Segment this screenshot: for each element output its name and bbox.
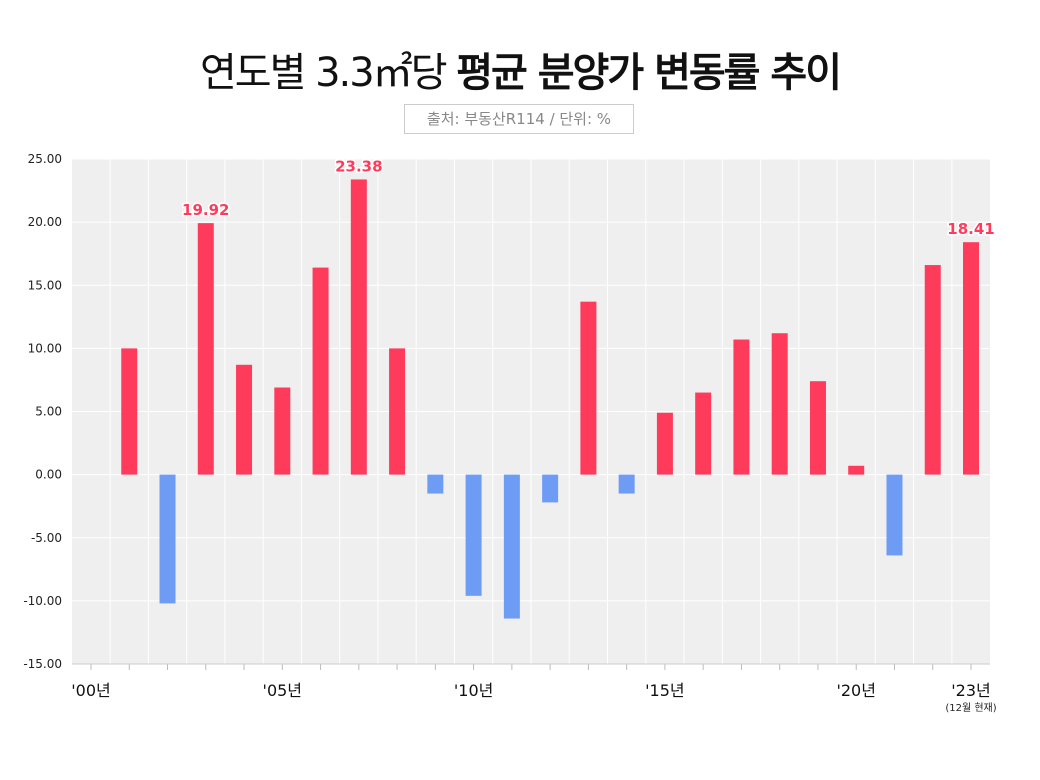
y-tick-label: 20.00 <box>28 215 62 229</box>
data-label: 23.38 <box>335 157 382 175</box>
bar-2021 <box>886 474 903 556</box>
bar-2001 <box>121 348 138 475</box>
x-tick-label: '05년 <box>263 681 302 700</box>
x-tick-label: '15년 <box>645 681 684 700</box>
bar-2005 <box>274 387 291 475</box>
x-tick-label: '20년 <box>836 681 875 700</box>
bar-2010 <box>465 474 482 596</box>
source-box: 출처: 부동산R114 / 단위: % <box>404 104 634 134</box>
bar-2008 <box>389 348 406 475</box>
bar-2012 <box>542 474 559 503</box>
bar-2016 <box>695 392 712 475</box>
title-regular: 연도별 3.3㎡당 <box>199 50 448 96</box>
y-tick-label: -10.00 <box>23 594 62 608</box>
y-tick-label: 25.00 <box>28 152 62 166</box>
bar-2011 <box>503 474 520 619</box>
title-bold: 평균 분양가 변동률 추이 <box>456 50 842 96</box>
bar-2020 <box>848 465 865 475</box>
bar-2022 <box>924 265 941 475</box>
y-tick-label: -15.00 <box>23 657 62 671</box>
bar-2003 <box>197 223 214 475</box>
data-label: 18.41 <box>947 220 994 238</box>
bar-2009 <box>427 474 444 494</box>
bar-2018 <box>771 333 788 475</box>
bar-2019 <box>809 381 826 475</box>
y-tick-label: 10.00 <box>28 341 62 355</box>
x-tick-label: '00년 <box>71 681 110 700</box>
x-note: (12월 현재) <box>945 702 996 714</box>
bar-2007 <box>350 179 367 475</box>
x-tick-label: '23년 <box>951 681 990 700</box>
y-tick-label: 0.00 <box>35 468 62 482</box>
y-tick-label: -5.00 <box>31 531 62 545</box>
bar-2013 <box>580 301 597 475</box>
bar-2023 <box>963 242 979 475</box>
bar-2002 <box>159 474 176 604</box>
y-tick-label: 5.00 <box>35 405 62 419</box>
data-label: 19.92 <box>182 201 229 219</box>
bar-2006 <box>312 267 329 475</box>
bar-2014 <box>618 474 635 494</box>
bar-2004 <box>236 364 253 475</box>
y-tick-label: 15.00 <box>28 278 62 292</box>
bar-2017 <box>733 339 750 475</box>
x-tick-label: '10년 <box>454 681 493 700</box>
bar-2015 <box>656 412 673 475</box>
chart-title: 연도별 3.3㎡당 평균 분양가 변동률 추이 <box>0 40 1040 98</box>
